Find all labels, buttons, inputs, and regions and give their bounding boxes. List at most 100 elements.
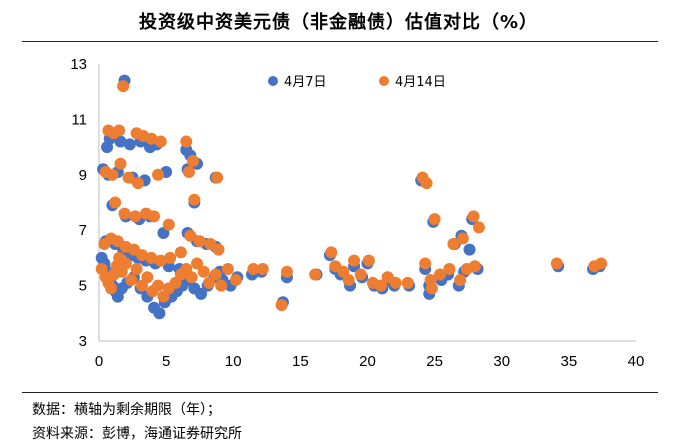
scatter-point <box>468 260 481 273</box>
scatter-point <box>114 135 127 148</box>
x-tick-label: 20 <box>359 353 376 370</box>
scatter-point <box>130 262 143 275</box>
scatter-point <box>247 262 260 275</box>
scatter-point <box>419 257 432 270</box>
scatter-point <box>174 246 187 259</box>
scatter-point <box>433 268 446 281</box>
y-tick-label: 7 <box>79 222 87 239</box>
scatter-point <box>122 171 135 184</box>
scatter-point <box>595 257 608 270</box>
scatter-point <box>182 166 195 179</box>
scatter-point <box>203 276 216 289</box>
scatter-point <box>420 177 433 190</box>
y-tick-label: 5 <box>79 278 87 295</box>
scatter-point <box>348 254 361 267</box>
x-tick-label: 25 <box>426 353 443 370</box>
scatter-point <box>106 168 119 181</box>
legend-label-apr14: 4月14日 <box>395 75 446 90</box>
scatter-point <box>197 265 210 278</box>
scatter-point <box>131 177 144 190</box>
scatter-point <box>447 238 460 251</box>
scatter-point <box>472 221 485 234</box>
scatter-point <box>154 135 167 148</box>
scatter-point <box>425 282 438 295</box>
scatter-point <box>193 235 206 248</box>
scatter-point <box>215 279 228 292</box>
scatter-point <box>188 193 201 206</box>
scatter-point <box>401 276 414 289</box>
legend-label-apr7: 4月7日 <box>284 75 327 90</box>
scatter-point <box>209 268 222 281</box>
chart-title: 投资级中资美元债（非金融债）估值对比（%） <box>138 12 539 33</box>
legend-marker-apr7 <box>268 76 278 86</box>
scatter-point <box>114 157 127 170</box>
scatter-point <box>154 254 167 267</box>
scatter-point <box>113 124 126 137</box>
scatter-point <box>141 271 154 284</box>
scatter-point <box>342 274 355 287</box>
scatter-point <box>550 257 563 270</box>
y-tick-label: 9 <box>79 167 87 184</box>
scatter-point <box>145 251 158 264</box>
y-tick-label: 11 <box>71 111 87 128</box>
scatter-point <box>152 168 165 181</box>
scatter-point <box>119 257 132 270</box>
scatter-point <box>256 262 269 275</box>
scatter-point <box>212 243 225 256</box>
scatter-point <box>325 246 338 259</box>
scatter-point <box>221 262 234 275</box>
scatter-point <box>275 298 288 311</box>
scatter-point <box>184 229 197 242</box>
series-layer <box>95 74 608 320</box>
x-tick-label: 40 <box>628 353 645 370</box>
chart-legend: 4月7日 4月14日 <box>268 75 446 90</box>
scatter-point <box>463 243 476 256</box>
scatter-point <box>117 80 130 93</box>
x-tick-label: 10 <box>225 353 242 370</box>
scatter-point <box>280 265 293 278</box>
scatter-point <box>211 171 224 184</box>
scatter-point <box>145 132 158 145</box>
scatter-point <box>428 213 441 226</box>
scatter-point <box>354 268 367 281</box>
scatter-point <box>152 279 165 292</box>
scatter-point <box>135 249 148 262</box>
scatter-point <box>123 138 136 151</box>
scatter-point <box>186 154 199 167</box>
scatter-point <box>309 268 322 281</box>
source-note: 资料来源：彭博，海通证券研究所 <box>32 426 242 442</box>
scatter-point <box>148 210 161 223</box>
x-tick-label: 0 <box>95 353 103 370</box>
x-tick-label: 35 <box>561 353 578 370</box>
y-tick-label: 13 <box>70 56 87 73</box>
scatter-point <box>389 276 402 289</box>
footer-rule <box>22 392 658 393</box>
scatter-point <box>443 262 456 275</box>
scatter-point <box>105 282 118 295</box>
scatter-point <box>109 196 122 209</box>
scatter-point <box>185 271 198 284</box>
scatter-point <box>195 287 208 300</box>
scatter-point <box>162 218 175 231</box>
scatter-point <box>180 135 193 148</box>
x-tick-label: 15 <box>292 353 309 370</box>
scatter-point <box>362 254 375 267</box>
title-rule <box>22 41 658 42</box>
scatter-point <box>153 307 166 320</box>
scatter-point <box>229 274 242 287</box>
y-tick-label: 3 <box>79 333 87 350</box>
x-tick-label: 5 <box>162 353 170 370</box>
scatter-point <box>125 274 138 287</box>
scatter-point <box>467 210 480 223</box>
series-apr14 <box>95 80 608 311</box>
scatter-point <box>118 207 131 220</box>
scatter-point <box>454 274 467 287</box>
legend-marker-apr14 <box>379 76 389 86</box>
x-tick-label: 30 <box>493 353 510 370</box>
data-note: 数据：横轴为剩余期限（年）； <box>32 402 221 418</box>
scatter-point <box>191 257 204 270</box>
scatter-point <box>456 232 469 245</box>
scatter-point <box>374 279 387 292</box>
